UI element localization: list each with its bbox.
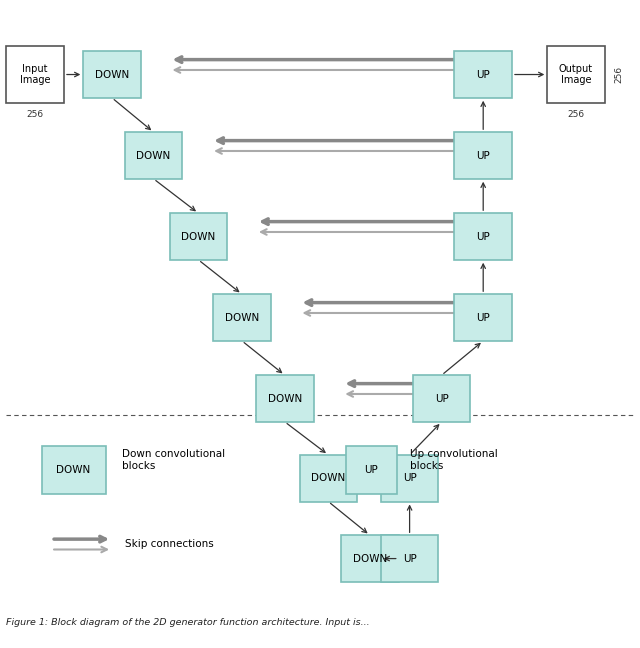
- Text: 256: 256: [568, 110, 584, 119]
- Text: DOWN: DOWN: [268, 393, 302, 404]
- FancyBboxPatch shape: [346, 446, 397, 494]
- Text: 256: 256: [614, 66, 623, 83]
- Text: Output
Image: Output Image: [559, 64, 593, 86]
- Text: UP: UP: [476, 312, 490, 323]
- FancyBboxPatch shape: [454, 213, 512, 260]
- FancyBboxPatch shape: [454, 51, 512, 98]
- FancyBboxPatch shape: [170, 213, 227, 260]
- Text: 256: 256: [27, 110, 44, 119]
- FancyBboxPatch shape: [381, 535, 438, 582]
- FancyBboxPatch shape: [83, 51, 141, 98]
- Text: UP: UP: [476, 231, 490, 242]
- Text: Input
Image: Input Image: [20, 64, 51, 86]
- FancyBboxPatch shape: [300, 455, 357, 502]
- FancyBboxPatch shape: [256, 375, 314, 422]
- FancyBboxPatch shape: [381, 455, 438, 502]
- FancyBboxPatch shape: [341, 535, 399, 582]
- FancyBboxPatch shape: [6, 46, 64, 103]
- Text: DOWN: DOWN: [56, 465, 91, 475]
- Text: UP: UP: [476, 150, 490, 161]
- Text: UP: UP: [403, 553, 417, 564]
- Text: DOWN: DOWN: [95, 69, 129, 80]
- Text: DOWN: DOWN: [136, 150, 171, 161]
- Text: DOWN: DOWN: [181, 231, 216, 242]
- Text: Up convolutional
blocks: Up convolutional blocks: [410, 449, 497, 471]
- Text: Skip connections: Skip connections: [125, 539, 214, 550]
- Text: UP: UP: [364, 465, 378, 475]
- Text: Figure 1: Block diagram of the 2D generator function architecture. Input is...: Figure 1: Block diagram of the 2D genera…: [6, 618, 370, 627]
- Text: DOWN: DOWN: [225, 312, 259, 323]
- FancyBboxPatch shape: [413, 375, 470, 422]
- FancyBboxPatch shape: [42, 446, 106, 494]
- Text: Down convolutional
blocks: Down convolutional blocks: [122, 449, 225, 471]
- FancyBboxPatch shape: [125, 132, 182, 179]
- Text: DOWN: DOWN: [353, 553, 387, 564]
- FancyBboxPatch shape: [454, 294, 512, 341]
- FancyBboxPatch shape: [213, 294, 271, 341]
- Text: UP: UP: [403, 473, 417, 483]
- FancyBboxPatch shape: [547, 46, 605, 103]
- Text: UP: UP: [476, 69, 490, 80]
- Text: UP: UP: [435, 393, 449, 404]
- FancyBboxPatch shape: [454, 132, 512, 179]
- Text: DOWN: DOWN: [311, 473, 346, 483]
